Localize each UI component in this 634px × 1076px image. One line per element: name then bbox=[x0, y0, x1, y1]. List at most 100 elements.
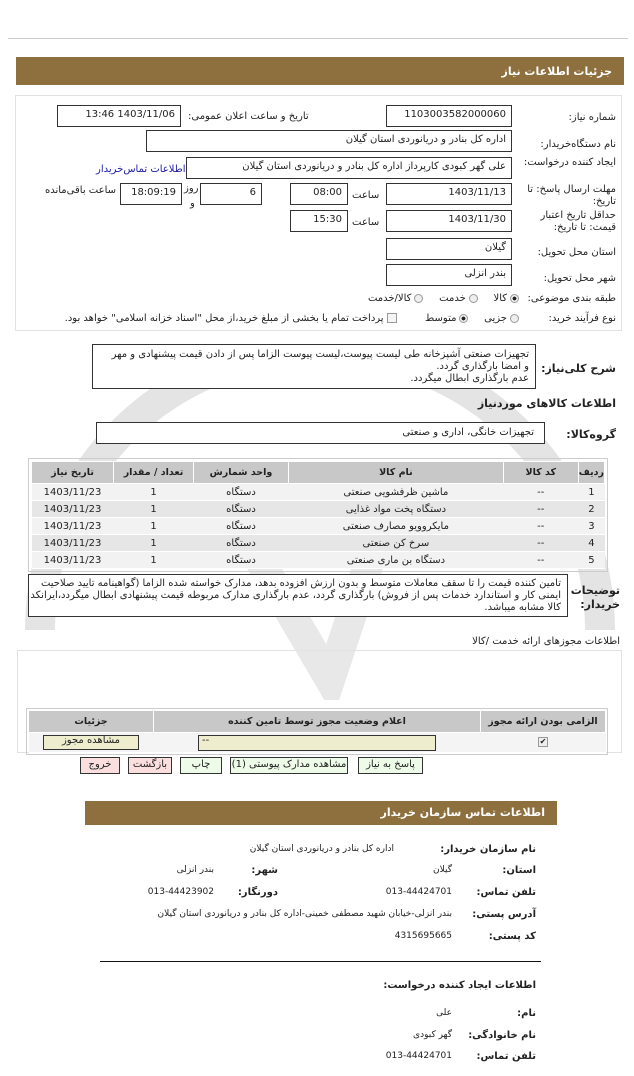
notes-box: تامین کننده قیمت را تا سقف معاملات متوسط… bbox=[28, 574, 568, 617]
and-label: و bbox=[190, 198, 195, 209]
city-label: شهر محل تحویل: bbox=[543, 273, 616, 284]
announce-field: 1403/11/06 13:46 bbox=[57, 105, 181, 127]
deadline-date-field: 1403/11/13 bbox=[386, 183, 512, 205]
fax-value: 013-44423902 bbox=[147, 887, 214, 897]
creator-phone-value: 013-44424701 bbox=[385, 1051, 452, 1061]
attachments-button[interactable]: مشاهده مدارک پیوستی (1) bbox=[230, 757, 348, 774]
radio-service[interactable] bbox=[468, 293, 478, 303]
postal-label: کد پستی: bbox=[488, 931, 536, 942]
table-cell: دستگاه بن ماری صنعتی bbox=[288, 551, 504, 569]
table-row: 1 -- ماشین ظرفشویی صنعتی دستگاه 1 1403/11/23 bbox=[31, 483, 605, 501]
table-cell: 5 bbox=[578, 551, 605, 569]
postal-value: 4315695665 bbox=[394, 931, 452, 941]
goods-group-label: گروه‌کالا: bbox=[566, 428, 616, 441]
table-cell: 1 bbox=[113, 500, 194, 518]
description-line: تجهیزات صنعتی آشپزخانه طی لیست پیوست،لیس… bbox=[111, 349, 529, 360]
table-row: 4 -- سرخ کن صنعتی دستگاه 1 1403/11/23 bbox=[31, 534, 605, 552]
deadline-time-field: 08:00 bbox=[290, 183, 348, 205]
notes-label: توضیحات خریدار: bbox=[570, 584, 620, 611]
contact-province-value: گیلان bbox=[433, 865, 452, 875]
page-header: جزئیات اطلاعات نیاز bbox=[16, 57, 624, 85]
table-row: 5 -- دستگاه بن ماری صنعتی دستگاه 1 1403/11/23 bbox=[31, 551, 605, 569]
radio-medium[interactable] bbox=[459, 313, 469, 323]
reply-button[interactable]: پاسخ به نیاز bbox=[358, 757, 423, 774]
notes-line: ایمنی کار و استاندارد خدمات پس از فروش) … bbox=[30, 590, 561, 601]
creator-phone-label: تلفن تماس: bbox=[476, 1051, 536, 1062]
contact-phone-label: تلفن تماس: bbox=[476, 887, 536, 898]
table-cell: 1 bbox=[578, 483, 605, 501]
validity-date-field: 1403/11/30 bbox=[386, 210, 512, 232]
validity-time-field: 15:30 bbox=[290, 210, 348, 232]
table-cell: دستگاه bbox=[193, 483, 289, 501]
days-label: روز bbox=[184, 183, 199, 194]
exit-button[interactable]: خروج bbox=[80, 757, 120, 774]
description-label: شرح کلی‌نیاز: bbox=[541, 362, 616, 375]
goods-section-title: اطلاعات کالاهای موردنیاز bbox=[477, 397, 616, 410]
col-status: اعلام وضعیت مجوز توسط تامین کننده bbox=[153, 710, 481, 733]
table-cell: دستگاه bbox=[193, 500, 289, 518]
table-cell: 1 bbox=[113, 534, 194, 552]
table-cell: سرخ کن صنعتی bbox=[288, 534, 504, 552]
address-value: بندر انزلی-خیابان شهید مصطفی خمینی-اداره… bbox=[157, 909, 452, 919]
city-field: بندر انزلی bbox=[386, 264, 512, 286]
table-cell: 1403/11/23 bbox=[31, 551, 114, 569]
col-date: تاریخ نیاز bbox=[31, 461, 114, 484]
col-required: الزامی بودن ارائه مجوز bbox=[480, 710, 606, 733]
need-number-label: شماره نیاز: bbox=[568, 112, 617, 123]
notes-line: کالا مشابه میباشد. bbox=[484, 602, 561, 613]
table-cell: -- bbox=[503, 483, 579, 501]
col-details: جزئیات bbox=[28, 710, 154, 733]
table-cell: 1403/11/23 bbox=[31, 500, 114, 518]
radio-label: کالا/خدمت bbox=[367, 293, 412, 304]
treasury-checkbox[interactable] bbox=[386, 313, 397, 323]
table-cell: 2 bbox=[578, 500, 605, 518]
table-cell: -- bbox=[503, 551, 579, 569]
family-value: گهر کبودی bbox=[413, 1030, 452, 1040]
radio-label: متوسط bbox=[425, 313, 457, 324]
page-title: جزئیات اطلاعات نیاز bbox=[501, 65, 613, 78]
back-button[interactable]: بازگشت bbox=[128, 757, 172, 774]
col-unit: واحد شمارش bbox=[193, 461, 289, 484]
top-divider bbox=[8, 38, 628, 39]
view-license-button[interactable]: مشاهده مجوز bbox=[43, 735, 139, 750]
province-label: استان محل تحویل: bbox=[537, 247, 616, 258]
contact-province-label: استان: bbox=[502, 865, 536, 876]
category-radio-group: کالا خدمت کالا/خدمت bbox=[368, 293, 522, 304]
col-qty: تعداد / مقدار bbox=[113, 461, 194, 484]
need-number-field: 1103003582000060 bbox=[386, 105, 512, 127]
description-line: و امضا بارگذاری گردد. bbox=[436, 361, 529, 372]
radio-goods[interactable] bbox=[510, 293, 519, 303]
name-label: نام: bbox=[517, 1008, 536, 1019]
col-row: ردیف bbox=[577, 461, 606, 484]
category-label: طبقه بندی موضوعی: bbox=[527, 293, 616, 304]
table-cell: 1 bbox=[113, 551, 194, 569]
col-code: کد کالا bbox=[502, 461, 579, 484]
contact-header: اطلاعات تماس سازمان خریدار bbox=[85, 801, 557, 825]
process-radio-group: جزیی متوسط پرداخت تمام یا بخشی از مبلغ خ… bbox=[65, 313, 522, 324]
licenses-table: الزامی بودن ارائه مجوز اعلام وضعیت مجوز … bbox=[26, 708, 608, 755]
radio-minor[interactable] bbox=[510, 313, 519, 323]
buyer-contact-link[interactable]: اطلاعات تماس‌خریدار bbox=[96, 164, 186, 175]
days-field: 6 bbox=[200, 183, 262, 205]
buyer-label: نام دستگاه‌خریدار: bbox=[540, 139, 616, 150]
deadline-label: مهلت ارسال پاسخ: تا تاریخ: bbox=[527, 184, 616, 207]
time-label: ساعت bbox=[352, 190, 380, 201]
goods-group-field: تجهیزات خانگی، اداری و صنعتی bbox=[96, 422, 545, 444]
radio-label: کالا bbox=[493, 293, 507, 304]
contact-title: اطلاعات تماس سازمان خریدار bbox=[380, 806, 545, 819]
table-cell: 1 bbox=[113, 517, 194, 535]
radio-goods-service[interactable] bbox=[414, 293, 424, 303]
table-cell: 1403/11/23 bbox=[31, 534, 114, 552]
table-cell: 3 bbox=[578, 517, 605, 535]
announce-label: تاریخ و ساعت اعلان عمومی: bbox=[188, 111, 309, 122]
creator-field: علی گهر کبودی کارپرداز اداره کل بنادر و … bbox=[186, 157, 512, 179]
table-cell: دستگاه bbox=[193, 551, 289, 569]
org-value: اداره کل بنادر و دریانوردی استان گیلان bbox=[249, 844, 394, 854]
license-status-field[interactable]: -- bbox=[198, 734, 436, 751]
table-row: 3 -- مایکروویو مصارف صنعتی دستگاه 1 1403/11/2… bbox=[31, 517, 605, 535]
table-row: 2 -- دستگاه پخت مواد غذایی دستگاه 1 1403/11/2… bbox=[31, 500, 605, 518]
table-cell: دستگاه bbox=[193, 534, 289, 552]
print-button[interactable]: چاپ bbox=[180, 757, 222, 774]
creator-info-title: اطلاعات ایجاد کننده درخواست: bbox=[383, 980, 536, 991]
table-cell: -- bbox=[503, 517, 579, 535]
